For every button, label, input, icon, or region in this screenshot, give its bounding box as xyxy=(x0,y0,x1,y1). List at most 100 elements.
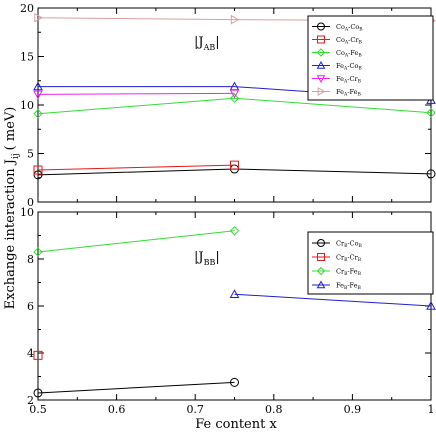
bottom-legend-item: FeB-FeB xyxy=(312,280,362,292)
x-tick-label: 1 xyxy=(428,403,435,416)
top-legend-item: FeA-FeB xyxy=(312,87,361,98)
x-tick-label: 0.7 xyxy=(186,403,204,416)
top-y-tick-label: 15 xyxy=(20,51,34,64)
top-legend-label: FeA-CrB xyxy=(336,75,362,85)
bottom-data-point xyxy=(33,247,43,257)
top-legend-item: FeA-CrB xyxy=(312,75,362,85)
bottom-y-tick-label: 6 xyxy=(27,300,34,313)
top-series-4 xyxy=(33,89,240,100)
bottom-legend-item: CrB-CoB xyxy=(312,239,363,250)
bottom-y-tick-label: 2 xyxy=(27,394,34,407)
top-legend-item: FeA-CoB xyxy=(312,60,362,72)
top-data-point xyxy=(33,165,43,175)
top-series-line xyxy=(37,168,432,176)
bottom-series-line xyxy=(37,230,235,253)
top-data-point xyxy=(229,93,240,103)
top-legend: CoA-CoB CoA-CrB CoA-FeB FeA-CoB FeA-CrB FeA-F… xyxy=(307,15,434,101)
top-series-0 xyxy=(33,164,436,180)
bottom-series-2 xyxy=(33,226,240,257)
bottom-legend-box xyxy=(307,231,434,295)
y-axis-label-sub: ij xyxy=(11,153,21,159)
bottom-data-point xyxy=(33,388,43,398)
top-legend-marker xyxy=(316,75,326,84)
x-axis: 0.5 0.6 0.7 0.8 0.9 1 xyxy=(29,403,434,416)
top-data-point xyxy=(33,109,43,119)
top-legend-label: CoA-FeB xyxy=(336,49,362,59)
top-panel-label-sub: AB xyxy=(203,43,216,52)
top-legend-box xyxy=(307,15,434,101)
top-data-point xyxy=(230,14,240,25)
bottom-data-point xyxy=(230,377,239,387)
top-legend-marker xyxy=(317,22,325,31)
bottom-legend-label: CrB-CrB xyxy=(336,254,362,264)
bottom-y-tick-label: 10 xyxy=(20,206,34,219)
bottom-panel-label-sub: BB xyxy=(204,258,216,267)
top-legend-marker xyxy=(317,35,325,44)
bottom-legend-marker xyxy=(317,253,325,261)
top-legend-label: CoA-CoB xyxy=(336,23,363,33)
y-axis-label-main: Exchange interaction J xyxy=(3,159,18,309)
top-panel-label-main: |J xyxy=(194,35,204,50)
bottom-panel-label-end: | xyxy=(215,250,219,265)
bottom-series-3 xyxy=(229,289,436,310)
top-panel-label-end: | xyxy=(215,35,219,50)
top-legend-marker xyxy=(316,48,326,57)
top-panel-label: |JAB| xyxy=(194,35,220,52)
x-tick-label: 0.5 xyxy=(29,403,47,416)
bottom-series-1 xyxy=(33,350,43,360)
bottom-data-point xyxy=(229,226,240,236)
top-data-point xyxy=(33,81,43,91)
top-legend-item: CoA-CoB xyxy=(312,22,363,33)
top-legend-label: FeA-FeB xyxy=(336,88,361,98)
bottom-legend-marker xyxy=(317,239,325,247)
top-panel: 0 5 10 15 20 |JAB| CoA-CoB CoA-CrB CoA-FeB FeA-Co… xyxy=(20,2,436,209)
bottom-legend: CrB-CoB CrB-CrB CrB-FeB FeB-FeB xyxy=(307,231,434,295)
x-tick-label: 0.6 xyxy=(108,403,126,416)
top-legend-item: CoA-FeB xyxy=(312,48,362,59)
top-y-tick-label: 5 xyxy=(27,148,34,161)
bottom-legend-marker xyxy=(316,266,326,276)
bottom-series-line xyxy=(234,293,432,307)
y-axis-label: Exchange interaction Jij ( meV) xyxy=(3,107,21,310)
top-series-1 xyxy=(33,160,239,175)
top-legend-marker xyxy=(317,87,326,96)
x-tick-label: 0.9 xyxy=(344,403,362,416)
top-y-tick-label: 10 xyxy=(20,99,34,112)
x-axis-label: Fe content x xyxy=(195,417,277,432)
top-data-point xyxy=(33,90,43,100)
bottom-data-point xyxy=(33,350,43,360)
bottom-legend-label: FeB-FeB xyxy=(336,282,362,292)
top-y-tick-label: 20 xyxy=(20,2,34,15)
bottom-panel: 2 4 6 8 10 |JBB| CrB-CoB CrB-CrB CrB-FeB FeB-FeB xyxy=(20,206,436,407)
bottom-series-0 xyxy=(33,377,239,398)
top-legend-label: CoA-CrB xyxy=(336,36,362,46)
bottom-y-tick-label: 8 xyxy=(27,253,34,266)
top-data-point xyxy=(34,12,44,23)
top-data-point xyxy=(229,89,240,99)
x-tick-label: 0.8 xyxy=(265,403,283,416)
bottom-y-tick-label: 4 xyxy=(27,347,34,360)
bottom-legend-item: CrB-FeB xyxy=(312,266,362,278)
bottom-series-line xyxy=(37,381,235,394)
bottom-legend-label: CrB-CoB xyxy=(336,240,363,250)
top-data-point xyxy=(426,108,436,118)
bottom-legend-marker xyxy=(316,280,326,289)
top-series-line xyxy=(37,97,432,115)
top-legend-item: CoA-CrB xyxy=(312,35,362,46)
top-data-point xyxy=(426,169,436,179)
bottom-panel-label-main: |J xyxy=(194,250,204,265)
top-data-point xyxy=(230,160,239,170)
top-legend-marker xyxy=(316,60,326,69)
top-legend-label: FeA-CoB xyxy=(336,62,362,72)
top-series-line xyxy=(37,92,235,95)
top-data-point xyxy=(33,170,43,180)
y-axis-label-unit: ( meV) xyxy=(3,107,18,151)
bottom-legend-label: CrB-FeB xyxy=(336,268,362,278)
bottom-data-point xyxy=(229,289,240,298)
bottom-data-point xyxy=(426,300,436,310)
bottom-legend-item: CrB-CrB xyxy=(312,253,362,264)
top-series-line xyxy=(37,164,235,171)
top-y-tick-label: 0 xyxy=(27,196,34,209)
bottom-panel-label: |JBB| xyxy=(194,250,220,267)
